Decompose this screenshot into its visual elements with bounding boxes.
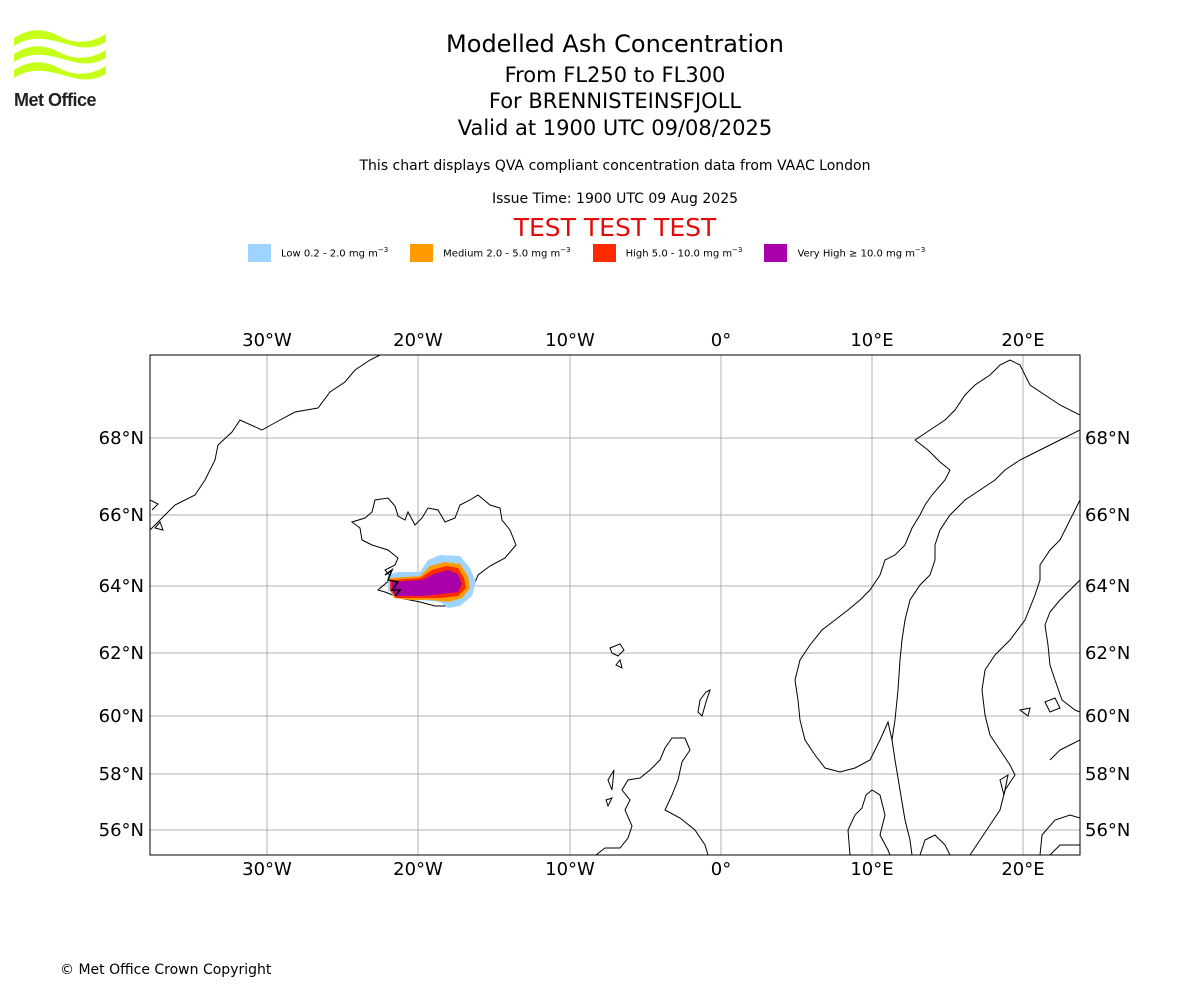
- lat-labels-left: 68°N 66°N 64°N 62°N 60°N 58°N 56°N: [99, 428, 144, 841]
- copyright: © Met Office Crown Copyright: [60, 962, 272, 978]
- lat-label-60n: 60°N: [99, 706, 144, 727]
- lon-label-30w: 30°W: [242, 330, 292, 351]
- legend-swatch-very-high: [764, 244, 788, 262]
- coastline-scotland: [595, 737, 709, 855]
- coastline-greenland: [150, 355, 381, 531]
- legend-item-high: High 5.0 - 10.0 mg m−3: [592, 244, 743, 262]
- met-office-logo: Met Office: [14, 28, 109, 113]
- lon-label-20e: 20°E: [1001, 330, 1044, 351]
- lat-label-68n: 68°N: [99, 428, 144, 449]
- map-frame: [149, 354, 1081, 856]
- volcano-name: For BRENNISTEINSFJOLL: [488, 89, 742, 113]
- lat-label-62n-right: 62°N: [1085, 643, 1130, 664]
- coastlines: [150, 355, 1080, 855]
- logo-text: Met Office: [14, 90, 97, 110]
- legend-item-medium: Medium 2.0 - 5.0 mg m−3: [410, 244, 571, 262]
- legend-swatch-low: [248, 244, 271, 262]
- legend-label-very-high: Very High ≥ 10.0 mg m−3: [797, 246, 926, 260]
- lon-label-10e: 10°E: [850, 330, 893, 351]
- lat-label-60n-right: 60°N: [1085, 706, 1130, 727]
- lon-label-10e-bottom: 10°E: [850, 859, 893, 880]
- gridlines: [150, 355, 1080, 855]
- coastline-denmark: [847, 789, 891, 855]
- lat-label-62n: 62°N: [99, 643, 144, 664]
- valid-time: Valid at 1900 UTC 09/08/2025: [457, 116, 773, 140]
- lat-label-64n: 64°N: [99, 576, 144, 597]
- lon-label-0: 0°: [711, 330, 731, 351]
- lat-label-58n: 58°N: [99, 764, 144, 785]
- legend-swatch-high: [592, 244, 616, 262]
- legend-label-low: Low 0.2 - 2.0 mg m−3: [281, 246, 389, 260]
- lat-label-68n-right: 68°N: [1085, 428, 1130, 449]
- legend-item-low: Low 0.2 - 2.0 mg m−3: [248, 244, 388, 262]
- chart-description: This chart displays QVA compliant concen…: [359, 158, 871, 174]
- lat-label-66n: 66°N: [99, 505, 144, 526]
- lat-label-64n-right: 64°N: [1085, 576, 1130, 597]
- lon-label-0-bottom: 0°: [711, 859, 731, 880]
- lat-label-56n: 56°N: [99, 820, 144, 841]
- lat-label-66n-right: 66°N: [1085, 505, 1130, 526]
- lon-label-20w: 20°W: [393, 330, 443, 351]
- lat-labels-right: 68°N 66°N 64°N 62°N 60°N 58°N 56°N: [1085, 428, 1130, 841]
- chart-title: Modelled Ash Concentration: [446, 30, 784, 58]
- lon-labels-bottom: 30°W 20°W 10°W 0° 10°E 20°E: [242, 859, 1044, 880]
- coastline-norway: [914, 359, 1080, 441]
- lat-label-56n-right: 56°N: [1085, 820, 1130, 841]
- ash-plume: [384, 555, 476, 608]
- lon-label-20w-bottom: 20°W: [393, 859, 443, 880]
- flight-level: From FL250 to FL300: [504, 63, 726, 87]
- lat-label-58n-right: 58°N: [1085, 764, 1130, 785]
- test-banner: TEST TEST TEST: [513, 213, 717, 242]
- ash-very-high: [392, 570, 462, 596]
- lon-label-10w-bottom: 10°W: [545, 859, 595, 880]
- legend-swatch-medium: [410, 244, 434, 262]
- legend-label-high: High 5.0 - 10.0 mg m−3: [625, 246, 743, 260]
- lon-label-30w-bottom: 30°W: [242, 859, 292, 880]
- lon-labels-top: 30°W 20°W 10°W 0° 10°E 20°E: [242, 330, 1044, 351]
- legend-label-medium: Medium 2.0 - 5.0 mg m−3: [443, 246, 571, 260]
- coastline-sweden: [891, 429, 1080, 741]
- met-office-waves-icon: [14, 30, 106, 80]
- lon-label-10w: 10°W: [545, 330, 595, 351]
- lon-label-20e-bottom: 20°E: [1001, 859, 1044, 880]
- issue-time: Issue Time: 1900 UTC 09 Aug 2025: [491, 191, 739, 207]
- legend-item-very-high: Very High ≥ 10.0 mg m−3: [764, 244, 925, 262]
- coastline-finland: [1044, 579, 1080, 713]
- legend: Low 0.2 - 2.0 mg m−3 Medium 2.0 - 5.0 mg…: [248, 244, 947, 262]
